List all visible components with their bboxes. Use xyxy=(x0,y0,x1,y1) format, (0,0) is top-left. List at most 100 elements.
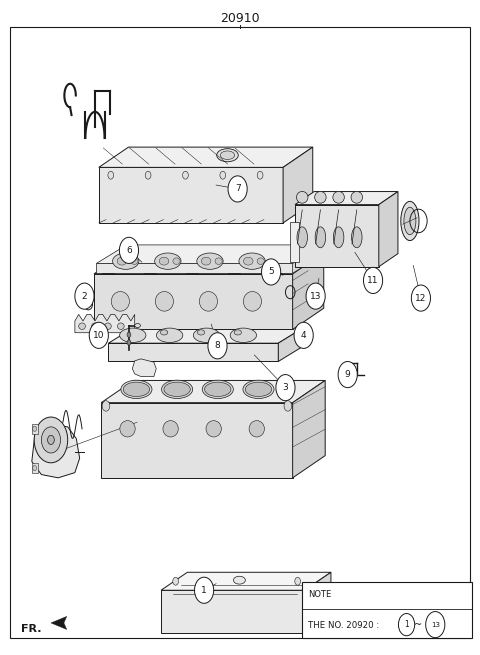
Ellipse shape xyxy=(204,382,231,396)
Polygon shape xyxy=(101,403,293,478)
Ellipse shape xyxy=(333,227,344,248)
Ellipse shape xyxy=(92,323,98,329)
Circle shape xyxy=(338,362,357,388)
Circle shape xyxy=(145,172,151,179)
Polygon shape xyxy=(295,191,398,204)
Ellipse shape xyxy=(197,329,204,335)
Ellipse shape xyxy=(120,421,135,437)
Circle shape xyxy=(257,172,263,179)
Circle shape xyxy=(228,176,247,202)
Circle shape xyxy=(363,267,383,293)
Circle shape xyxy=(426,612,445,638)
Ellipse shape xyxy=(351,191,362,203)
Ellipse shape xyxy=(315,227,325,248)
Text: FR.: FR. xyxy=(21,624,41,635)
Ellipse shape xyxy=(243,257,253,265)
Text: 8: 8 xyxy=(215,341,220,350)
Circle shape xyxy=(182,172,188,179)
Ellipse shape xyxy=(202,380,233,398)
Ellipse shape xyxy=(243,291,262,311)
Polygon shape xyxy=(379,191,398,267)
Circle shape xyxy=(284,401,292,411)
Polygon shape xyxy=(161,590,305,633)
Polygon shape xyxy=(278,327,305,362)
Text: 11: 11 xyxy=(367,276,379,285)
Circle shape xyxy=(262,259,281,285)
Ellipse shape xyxy=(243,380,274,398)
Ellipse shape xyxy=(79,323,85,329)
Ellipse shape xyxy=(201,257,211,265)
Ellipse shape xyxy=(131,258,138,265)
Ellipse shape xyxy=(239,253,265,269)
Ellipse shape xyxy=(216,149,238,162)
Ellipse shape xyxy=(121,380,152,398)
Polygon shape xyxy=(305,572,331,633)
Ellipse shape xyxy=(163,421,178,437)
Ellipse shape xyxy=(162,380,192,398)
Ellipse shape xyxy=(215,258,222,265)
Polygon shape xyxy=(75,314,135,333)
Circle shape xyxy=(306,283,325,309)
Ellipse shape xyxy=(120,328,146,343)
Polygon shape xyxy=(293,253,324,329)
Circle shape xyxy=(89,322,108,348)
Ellipse shape xyxy=(193,328,220,343)
Text: THE NO. 20920 :: THE NO. 20920 : xyxy=(308,621,382,630)
Ellipse shape xyxy=(199,291,217,311)
Ellipse shape xyxy=(164,382,190,396)
Text: 7: 7 xyxy=(235,185,240,193)
Ellipse shape xyxy=(245,382,272,396)
Polygon shape xyxy=(32,424,80,478)
Circle shape xyxy=(34,417,68,463)
Polygon shape xyxy=(96,245,323,263)
Circle shape xyxy=(276,375,295,401)
Text: 1: 1 xyxy=(404,620,409,629)
Text: 6: 6 xyxy=(126,246,132,255)
Polygon shape xyxy=(161,572,331,590)
Polygon shape xyxy=(295,204,379,267)
Ellipse shape xyxy=(234,329,241,335)
Circle shape xyxy=(48,436,54,445)
Text: 4: 4 xyxy=(301,331,306,340)
Ellipse shape xyxy=(297,227,308,248)
Text: NOTE: NOTE xyxy=(308,590,331,599)
Polygon shape xyxy=(283,147,313,223)
Polygon shape xyxy=(108,343,278,362)
Circle shape xyxy=(75,283,94,309)
Circle shape xyxy=(102,401,110,411)
Circle shape xyxy=(127,332,131,337)
Bar xyxy=(32,424,37,434)
Ellipse shape xyxy=(117,257,127,265)
Circle shape xyxy=(41,427,60,453)
Circle shape xyxy=(208,333,227,359)
Text: 1: 1 xyxy=(201,586,207,595)
Ellipse shape xyxy=(156,328,183,343)
Polygon shape xyxy=(96,263,293,273)
Polygon shape xyxy=(108,327,305,343)
Polygon shape xyxy=(101,381,325,403)
Circle shape xyxy=(220,172,226,179)
Ellipse shape xyxy=(333,191,344,203)
Circle shape xyxy=(411,285,431,311)
Ellipse shape xyxy=(155,253,181,269)
Circle shape xyxy=(120,237,139,263)
Ellipse shape xyxy=(118,323,124,329)
Circle shape xyxy=(33,466,36,471)
Circle shape xyxy=(398,614,415,636)
Circle shape xyxy=(33,426,36,432)
Polygon shape xyxy=(99,168,283,223)
Polygon shape xyxy=(94,274,293,329)
Text: 2: 2 xyxy=(82,291,87,301)
Text: 9: 9 xyxy=(345,370,350,379)
Ellipse shape xyxy=(257,258,264,265)
Ellipse shape xyxy=(401,201,419,240)
Text: 12: 12 xyxy=(415,293,427,303)
Bar xyxy=(290,221,299,262)
Text: 10: 10 xyxy=(93,331,105,340)
Ellipse shape xyxy=(173,258,180,265)
Text: 13: 13 xyxy=(310,291,322,301)
Polygon shape xyxy=(94,253,324,274)
Polygon shape xyxy=(293,381,325,478)
Ellipse shape xyxy=(351,227,362,248)
Circle shape xyxy=(127,340,131,345)
